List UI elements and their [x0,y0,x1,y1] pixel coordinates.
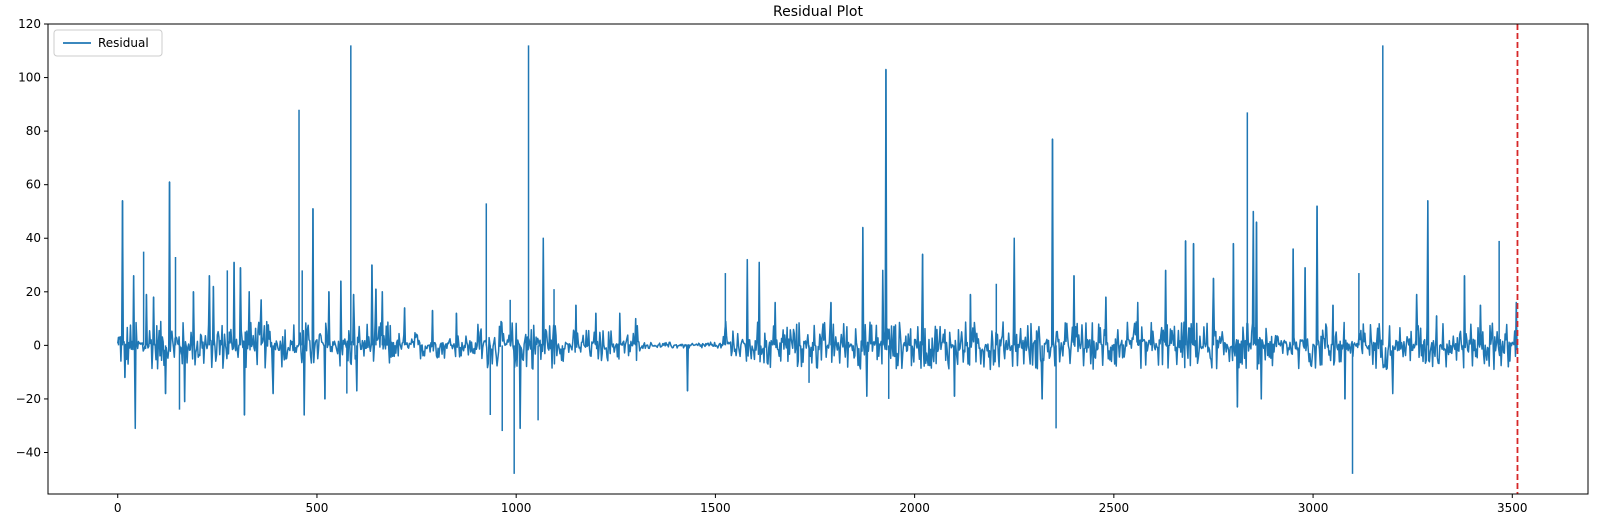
axes-frame [47,23,1589,495]
legend-box [53,29,163,57]
residual-series-line [116,68,1518,430]
x-tick-label: 500 [305,501,328,515]
x-tick-label: 3000 [1298,501,1329,515]
chart-title: Residual Plot [773,4,863,20]
x-axis: 0 500 1000 1500 2000 2500 3000 3500 [114,494,1528,515]
x-tick-label: 1000 [501,501,532,515]
x-tick-label: 1500 [700,501,731,515]
y-axis: −40 −20 0 20 40 60 80 100 120 [16,17,48,459]
x-tick-label: 0 [114,501,122,515]
y-tick-label: 0 [33,338,41,352]
x-tick-label: 2000 [899,501,930,515]
y-tick-label: −40 [16,445,41,459]
y-tick-label: 80 [26,124,41,138]
y-tick-label: 100 [18,71,41,85]
legend-label: Residual [98,36,149,50]
y-tick-label: 120 [18,17,41,31]
plot-area [47,23,1589,495]
y-tick-label: 40 [26,231,41,245]
x-tick-label: 2500 [1099,501,1130,515]
legend: Residual [53,29,163,57]
y-tick-label: 20 [26,285,41,299]
y-tick-label: 60 [26,178,41,192]
x-tick-label: 3500 [1497,501,1528,515]
y-tick-label: −20 [16,392,41,406]
